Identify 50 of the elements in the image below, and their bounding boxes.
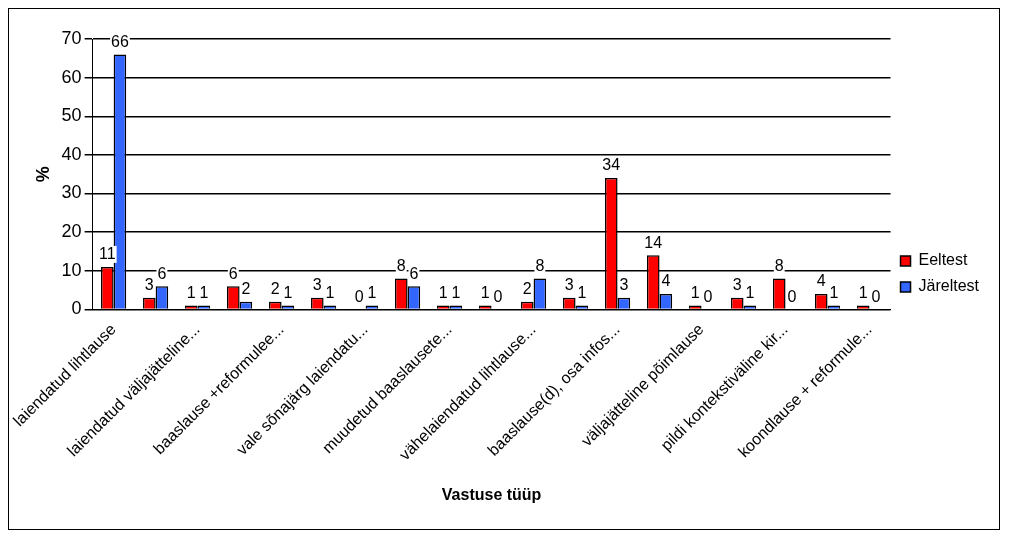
data-label: 1 bbox=[745, 283, 755, 301]
data-label: 1 bbox=[690, 283, 700, 301]
data-label: 0 bbox=[354, 287, 364, 305]
legend-label: Eeltest bbox=[918, 251, 968, 269]
data-label: 1 bbox=[451, 283, 461, 301]
y-tick-label: 0 bbox=[71, 298, 82, 319]
data-label: 34 bbox=[602, 156, 621, 174]
data-label: 11 bbox=[99, 245, 116, 263]
data-label: 4 bbox=[661, 272, 671, 290]
data-label: 8 bbox=[396, 256, 406, 274]
data-label: 0 bbox=[787, 287, 797, 305]
data-label: 2 bbox=[270, 280, 280, 298]
data-label: 1 bbox=[480, 283, 490, 301]
y-tick-label: 50 bbox=[61, 105, 82, 126]
data-label: 14 bbox=[644, 233, 663, 251]
data-label: 8 bbox=[774, 256, 784, 274]
y-axis-title: % bbox=[32, 166, 53, 183]
data-label: 0 bbox=[493, 287, 503, 305]
data-label: 2 bbox=[522, 280, 532, 298]
data-label: 0 bbox=[871, 287, 881, 305]
data-label: 1 bbox=[858, 283, 868, 301]
y-tick-label: 60 bbox=[61, 66, 82, 87]
data-label: 8 bbox=[535, 256, 545, 274]
x-axis-title: Vastuse tüüp bbox=[441, 485, 542, 503]
data-label: 6 bbox=[228, 264, 238, 282]
data-label: 1 bbox=[199, 283, 209, 301]
data-label: 3 bbox=[732, 276, 742, 294]
data-label: 6 bbox=[409, 264, 419, 282]
data-label: 1 bbox=[438, 283, 448, 301]
data-label: 1 bbox=[577, 283, 587, 301]
y-tick-label: 40 bbox=[61, 143, 82, 164]
data-label: 3 bbox=[144, 276, 154, 294]
data-label: 6 bbox=[157, 264, 167, 282]
data-label: 4 bbox=[816, 272, 826, 290]
data-label: 0 bbox=[703, 287, 713, 305]
data-label: 3 bbox=[312, 276, 322, 294]
data-label: 1 bbox=[186, 283, 196, 301]
y-tick-label: 70 bbox=[61, 27, 82, 48]
y-tick-label: 20 bbox=[61, 221, 82, 242]
data-label: 1 bbox=[829, 283, 839, 301]
legend-label: Järeltest bbox=[918, 277, 980, 295]
y-tick-label: 10 bbox=[61, 259, 82, 280]
data-label: 1 bbox=[325, 283, 335, 301]
data-label: 2 bbox=[241, 280, 251, 298]
data-label: 66 bbox=[111, 32, 129, 50]
y-tick-label: 30 bbox=[61, 182, 82, 203]
data-label: 1 bbox=[283, 283, 293, 301]
data-label: 3 bbox=[564, 276, 574, 294]
data-label: 3 bbox=[619, 276, 629, 294]
data-label: 1 bbox=[367, 283, 377, 301]
